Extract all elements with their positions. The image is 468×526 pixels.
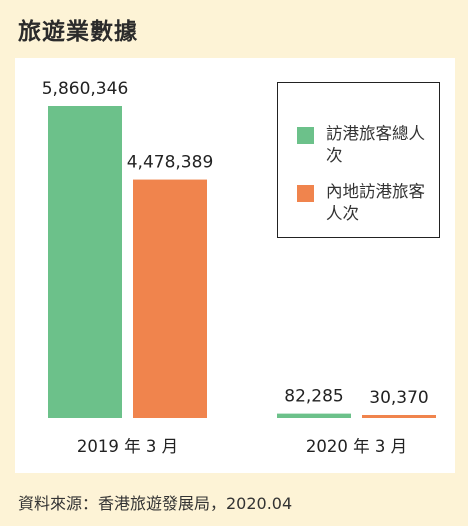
chart-title: 旅遊業數據 <box>18 19 138 45</box>
category-label-1: 2020 年 3 月 <box>306 437 407 456</box>
data-label-total-0: 5,860,346 <box>42 79 129 99</box>
bar-chart: 5,860,346 4,478,389 2019 年 3 月 82,285 30,370… <box>42 79 436 456</box>
bar-mainland-0 <box>133 179 207 418</box>
source-note: 資料來源：香港旅遊發展局，2020.04 <box>18 494 293 513</box>
data-label-total-1: 82,285 <box>284 387 343 407</box>
bar-total-1 <box>277 413 351 418</box>
legend-swatch-total <box>297 127 314 144</box>
legend-label-total: 訪港旅客總人次 <box>326 124 425 165</box>
legend: 訪港旅客總人次 內地訪港旅客人次 <box>277 82 440 238</box>
data-label-mainland-1: 30,370 <box>369 388 428 408</box>
legend-label-mainland: 內地訪港旅客人次 <box>326 182 425 223</box>
data-label-mainland-0: 4,478,389 <box>127 153 214 173</box>
bar-mainland-1 <box>362 415 436 418</box>
category-label-0: 2019 年 3 月 <box>77 437 178 456</box>
legend-swatch-mainland <box>297 185 314 202</box>
chart-panel: 5,860,346 4,478,389 2019 年 3 月 82,285 30,370… <box>15 58 455 473</box>
bar-total-0 <box>48 106 122 418</box>
